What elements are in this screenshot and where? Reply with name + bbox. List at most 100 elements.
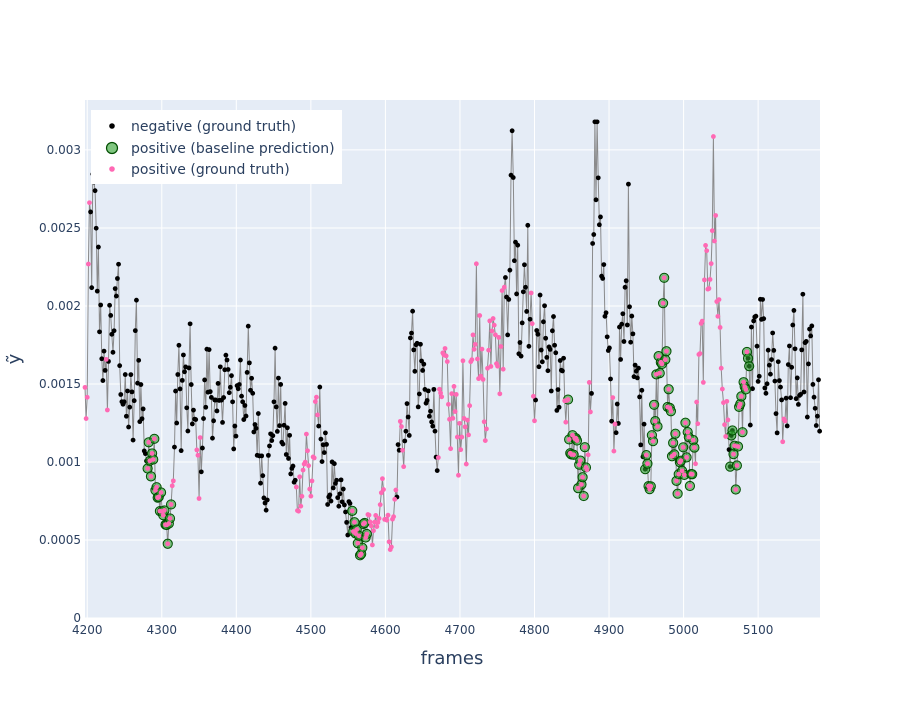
positive-point — [491, 322, 497, 328]
negative-point — [598, 214, 603, 220]
positive-point — [397, 418, 403, 424]
positive-point — [706, 286, 712, 291]
positive-point — [492, 332, 498, 338]
positive-point — [354, 527, 360, 532]
negative-point — [775, 359, 781, 365]
negative-point — [595, 175, 601, 181]
positive-point — [169, 483, 175, 489]
x-axis-title: frames — [421, 648, 484, 669]
negative-point — [765, 347, 771, 353]
positive-point — [463, 461, 469, 467]
positive-point — [737, 401, 743, 407]
negative-point — [224, 357, 230, 363]
positive-point — [645, 461, 650, 467]
negative-point — [251, 429, 257, 435]
negative-point — [126, 424, 132, 430]
positive-point — [780, 439, 786, 445]
positive-point — [575, 485, 581, 491]
negative-point — [790, 322, 796, 328]
negative-point — [535, 331, 541, 337]
negative-point — [621, 339, 627, 344]
positive-point — [306, 463, 312, 469]
negative-point — [770, 330, 776, 336]
positive-point — [166, 521, 172, 526]
positive-point — [532, 418, 537, 424]
negative-point — [520, 289, 526, 295]
negative-point — [424, 398, 430, 403]
positive-point — [349, 508, 355, 514]
positive-point — [435, 455, 441, 460]
negative-point — [230, 399, 235, 405]
negative-point — [607, 345, 612, 351]
positive-point — [725, 417, 731, 423]
positive-point — [311, 455, 317, 461]
positive-point — [699, 318, 705, 324]
negative-point — [428, 408, 433, 414]
negative-point — [319, 459, 325, 464]
positive-point — [453, 392, 459, 397]
positive-point — [381, 487, 386, 492]
negative-point — [747, 422, 753, 428]
positive-point — [158, 490, 164, 495]
positive-point — [384, 517, 390, 523]
positive-point — [314, 394, 319, 400]
negative-point — [515, 242, 521, 248]
negative-point — [227, 384, 233, 390]
negative-point — [754, 343, 760, 349]
positive-point — [451, 384, 457, 389]
positive-points — [82, 134, 788, 558]
negative-point — [113, 293, 119, 299]
negative-point — [239, 393, 244, 399]
negative-point — [221, 395, 227, 400]
positive-point — [462, 424, 468, 430]
negative-point — [132, 328, 138, 334]
positive-point — [479, 346, 485, 352]
x-tick-label: 5000 — [668, 623, 699, 637]
positive-point — [680, 444, 686, 450]
positive-point — [465, 417, 470, 423]
positive-point — [480, 377, 486, 382]
positive-point — [648, 483, 654, 489]
negative-point — [556, 404, 562, 410]
negative-points — [88, 119, 823, 538]
positive-point — [355, 540, 361, 546]
negative-point — [817, 428, 823, 434]
negative-point — [96, 244, 101, 250]
positive-point — [471, 346, 477, 352]
positive-point — [195, 452, 201, 458]
negative-point — [321, 450, 327, 456]
positive-point — [679, 468, 685, 474]
positive-point — [576, 462, 582, 468]
positive-point — [577, 458, 583, 463]
negative-point — [260, 473, 266, 479]
negative-point — [201, 416, 206, 421]
grid — [85, 100, 820, 619]
negative-point — [622, 284, 628, 290]
negative-point — [814, 413, 820, 419]
positive-point — [670, 440, 676, 446]
negative-point — [524, 309, 530, 314]
positive-point — [733, 487, 739, 492]
negative-point — [176, 342, 182, 348]
negative-point — [762, 385, 768, 391]
negative-point — [613, 430, 619, 436]
positive-point — [579, 482, 584, 487]
negative-point — [115, 276, 120, 281]
negative-point — [555, 387, 561, 392]
positive-point — [668, 408, 674, 414]
negative-point — [608, 376, 613, 382]
positive-point — [570, 432, 575, 438]
negative-point — [140, 406, 146, 412]
negative-point — [249, 375, 255, 381]
negative-point — [180, 352, 186, 358]
positive-point — [156, 494, 162, 500]
negative-point — [278, 382, 284, 387]
negative-point — [514, 291, 520, 297]
negative-point — [552, 342, 558, 348]
negative-point — [526, 343, 532, 349]
positive-point — [657, 370, 663, 376]
positive-point — [356, 533, 362, 539]
negative-point — [245, 323, 251, 329]
negative-point — [202, 377, 208, 383]
